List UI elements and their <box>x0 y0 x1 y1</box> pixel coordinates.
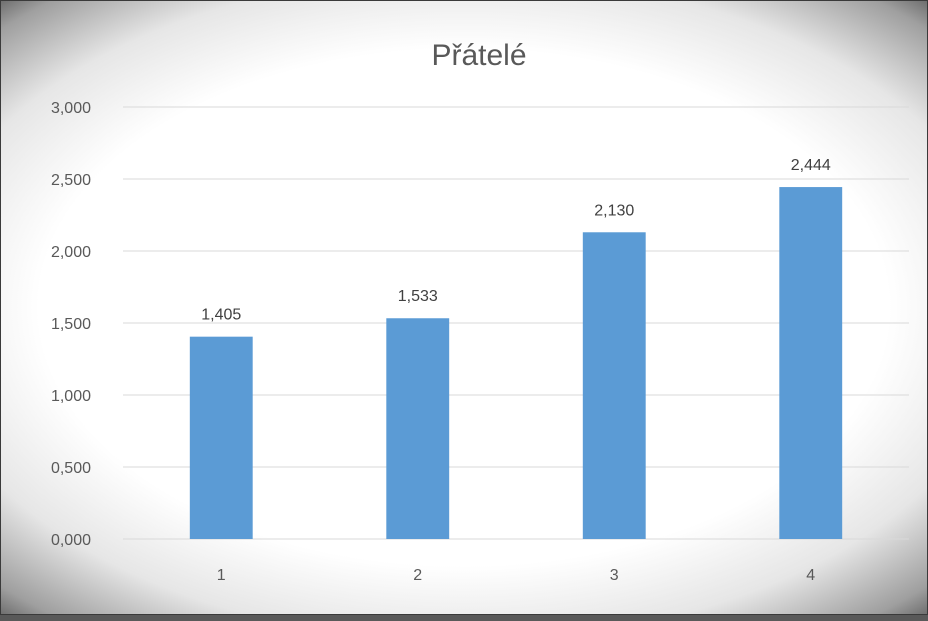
data-label: 2,444 <box>791 157 831 174</box>
data-labels: 1,405 1,533 2,130 2,444 <box>201 157 831 324</box>
y-tick-label: 0,500 <box>51 460 91 477</box>
x-tick-label: 4 <box>806 567 815 584</box>
gridlines <box>123 106 909 540</box>
data-label: 2,130 <box>594 202 634 219</box>
x-axis-tick-labels: 1 2 3 4 <box>217 567 816 584</box>
y-tick-label: 0,000 <box>51 532 91 549</box>
bars <box>189 187 843 539</box>
x-tick-label: 3 <box>610 567 619 584</box>
y-axis-tick-labels: 0,000 0,500 1,000 1,500 2,000 2,500 3,000 <box>51 100 91 549</box>
bar <box>582 232 646 539</box>
y-tick-label: 2,000 <box>51 244 91 261</box>
bar <box>779 187 843 539</box>
bar <box>386 318 450 539</box>
x-tick-label: 1 <box>217 567 226 584</box>
y-tick-label: 1,000 <box>51 388 91 405</box>
data-label: 1,405 <box>201 307 241 324</box>
y-tick-label: 1,500 <box>51 316 91 333</box>
x-tick-label: 2 <box>413 567 422 584</box>
data-label: 1,533 <box>398 288 438 305</box>
chart-title: Přátelé <box>431 39 526 72</box>
y-tick-label: 3,000 <box>51 100 91 117</box>
bar <box>189 336 253 539</box>
y-tick-label: 2,500 <box>51 172 91 189</box>
